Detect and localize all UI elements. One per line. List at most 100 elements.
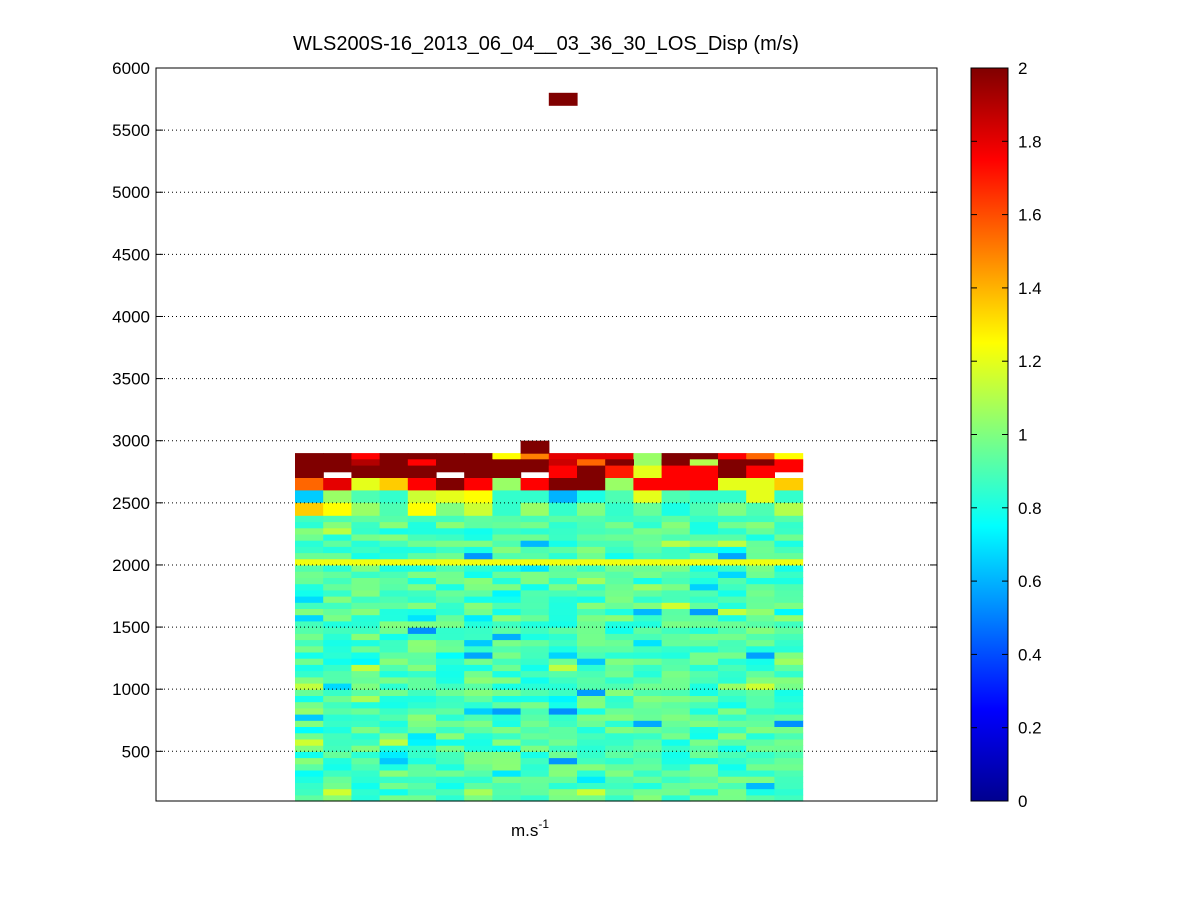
heatmap-cell — [323, 639, 352, 647]
heatmap-cell — [492, 670, 522, 678]
heatmap-cell — [774, 714, 804, 721]
heatmap-cell — [492, 701, 522, 709]
heatmap-cell — [718, 683, 747, 690]
heatmap-cell — [774, 726, 804, 734]
heatmap-cell — [520, 732, 550, 740]
heatmap-cell — [661, 664, 691, 672]
heatmap-cell — [407, 602, 437, 609]
heatmap-cell — [774, 788, 804, 796]
heatmap-cell — [661, 757, 691, 765]
heatmap-cell — [774, 732, 804, 740]
heatmap-cell — [351, 670, 381, 678]
heatmap-cell — [746, 658, 775, 665]
heatmap-cell — [407, 577, 437, 585]
heatmap-cell — [689, 689, 719, 696]
heatmap-cell — [323, 645, 352, 653]
heatmap-cell — [548, 564, 578, 572]
heatmap-cell — [407, 720, 437, 727]
heatmap-cell — [407, 695, 437, 703]
heatmap-cell — [548, 633, 578, 641]
heatmap-cell — [351, 745, 381, 752]
heatmap-cell — [295, 707, 324, 715]
heatmap-cell — [323, 745, 352, 752]
heatmap-cell — [746, 738, 775, 746]
heatmap-cell — [605, 794, 634, 802]
heatmap-cell — [323, 558, 352, 566]
heatmap-cell — [407, 782, 437, 790]
heatmap-cell — [605, 608, 634, 616]
heatmap-cell — [577, 776, 606, 783]
heatmap-cell — [577, 533, 606, 541]
heatmap-cell — [577, 745, 606, 752]
heatmap-cell — [295, 732, 324, 740]
heatmap-cell — [492, 757, 522, 765]
heatmap-cell — [746, 745, 775, 752]
heatmap-cell — [295, 658, 324, 665]
heatmap-cell — [520, 521, 550, 529]
heatmap-cell — [689, 521, 719, 529]
heatmap-cell — [577, 714, 606, 721]
heatmap-cell — [520, 714, 550, 721]
heatmap-cell — [492, 502, 522, 516]
heatmap-cell — [577, 577, 606, 585]
heatmap-cell — [746, 552, 775, 560]
heatmap-cell — [774, 782, 804, 790]
heatmap-cell — [605, 571, 634, 578]
heatmap-cell — [548, 583, 578, 591]
heatmap-cell — [407, 546, 437, 554]
heatmap-cell — [605, 602, 634, 609]
heatmap-cell — [577, 540, 606, 547]
heatmap-cell — [323, 732, 352, 740]
heatmap-cell — [436, 751, 465, 759]
heatmap-cell — [605, 776, 634, 783]
heatmap-cell — [492, 564, 522, 572]
heatmap-cell — [577, 552, 606, 560]
heatmap-cell — [464, 564, 493, 572]
heatmap-cell — [295, 683, 324, 690]
heatmap-cell — [520, 720, 550, 727]
heatmap-cell — [718, 732, 747, 740]
heatmap-cell — [464, 521, 493, 529]
heatmap-cell — [605, 683, 634, 690]
heatmap-cell — [464, 757, 493, 765]
heatmap-cell — [379, 720, 409, 727]
heatmap-cell — [323, 658, 352, 665]
heatmap-cell — [774, 583, 804, 591]
heatmap-cell — [633, 490, 663, 504]
heatmap-cell — [718, 645, 747, 653]
heatmap-cell — [295, 571, 324, 578]
heatmap-cell — [492, 627, 522, 634]
heatmap-cell — [746, 620, 775, 628]
heatmap-cell — [689, 608, 719, 616]
chart-title: WLS200S-16_2013_06_04__03_36_30_LOS_Disp… — [293, 33, 799, 55]
heatmap-cell — [520, 596, 550, 603]
heatmap-cell — [548, 689, 578, 696]
heatmap-cell — [351, 533, 381, 541]
heatmap-cell — [577, 596, 606, 603]
heatmap-cell — [323, 794, 352, 802]
heatmap-cell — [436, 651, 465, 659]
heatmap-cell — [520, 558, 550, 566]
heatmap-cell — [746, 782, 775, 790]
heatmap-cell — [548, 782, 578, 790]
heatmap-cell — [548, 608, 578, 616]
heatmap-cell — [295, 558, 324, 566]
heatmap-cell — [464, 745, 493, 752]
heatmap-cell — [633, 564, 663, 572]
heatmap-cell — [323, 651, 352, 659]
heatmap-cell — [492, 515, 522, 523]
heatmap-cell — [407, 639, 437, 647]
heatmap-cell — [407, 627, 437, 634]
heatmap-cell — [407, 676, 437, 684]
heatmap-cell — [323, 614, 352, 622]
heatmap-cell — [295, 490, 324, 504]
heatmap-cell — [464, 658, 493, 665]
heatmap-cell — [689, 627, 719, 634]
heatmap-cell — [464, 614, 493, 622]
heatmap-cell — [520, 589, 550, 597]
heatmap-cell — [718, 726, 747, 734]
heatmap-cell — [436, 627, 465, 634]
heatmap-cell — [407, 633, 437, 641]
heatmap-cell — [633, 794, 663, 802]
heatmap-cell — [407, 738, 437, 746]
